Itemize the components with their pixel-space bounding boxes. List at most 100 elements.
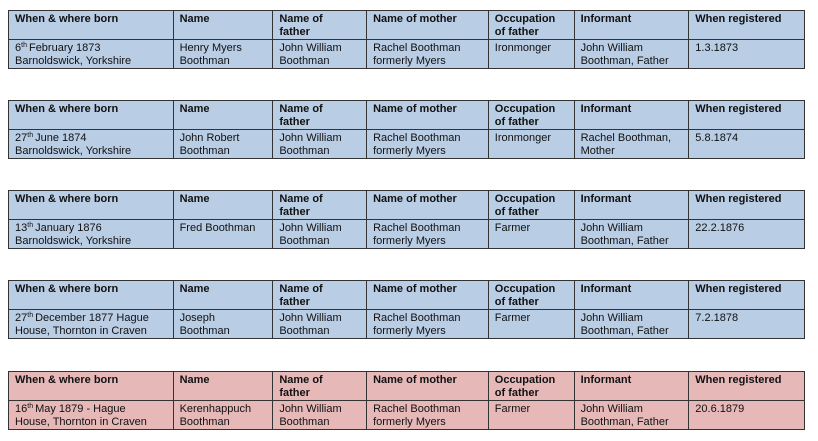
header-text: When & where born <box>15 193 119 205</box>
cell-text: Henry Myers <box>179 42 242 54</box>
header-cell: When registered <box>688 11 804 39</box>
header-cell: Name <box>172 11 273 39</box>
cell-text: formerly Myers <box>373 415 446 428</box>
header-cell: Informant <box>573 281 689 309</box>
header-text: When registered <box>695 13 782 25</box>
born-line: 27th December 1877 Hague <box>15 312 167 325</box>
cell-text: Ironmonger <box>494 132 552 144</box>
born-cell: 13th January 1876 Barnoldswick, Yorkshire <box>9 220 173 248</box>
header-text: Occupation <box>494 103 556 115</box>
register-table: When & where born Name Name of father Name o… <box>8 10 805 69</box>
cell-text: John William <box>279 403 342 415</box>
data-cell: John Robert Boothman <box>172 130 273 158</box>
header-text: father <box>279 205 310 218</box>
header-row: When & where born Name Name of father Name o… <box>9 191 804 219</box>
date-text: January 1876 <box>35 222 102 234</box>
header-cell: When registered <box>688 281 804 309</box>
register-table: When & where born Name Name of father Name o… <box>8 190 805 249</box>
day: 6 <box>15 42 22 54</box>
header-row: When & where born Name Name of father Name o… <box>9 101 804 129</box>
data-cell: Fred Boothman <box>172 220 273 248</box>
data-cell: Rachel Boothman, Mother <box>573 130 689 158</box>
data-cell: Henry Myers Boothman <box>172 40 273 68</box>
cell-text: Rachel Boothman, <box>580 132 672 144</box>
cell-text: Boothman <box>279 144 330 157</box>
cell-text: Kerenhappuch <box>179 403 252 415</box>
header-text: Name of <box>279 193 323 205</box>
header-cell: Name of mother <box>366 101 488 129</box>
data-row: 16th May 1879 - Hague House, Thornton in C… <box>9 400 804 429</box>
header-cell: When & where born <box>9 11 173 39</box>
data-cell: 1.3.1873 <box>688 40 804 68</box>
header-cell: Occupation of father <box>487 281 574 309</box>
header-cell: Name of father <box>272 11 366 39</box>
header-row: When & where born Name Name of father Name o… <box>9 281 804 309</box>
cell-text: Boothman, Father <box>580 415 669 428</box>
day-suffix: th <box>27 403 34 410</box>
data-cell: John William Boothman <box>272 130 366 158</box>
cell-text: Fred Boothman <box>179 222 256 234</box>
cell-text: 7.2.1878 <box>695 312 739 324</box>
day-suffix: th <box>27 312 34 319</box>
day: 13 <box>15 222 28 234</box>
data-cell: John William Boothman, Father <box>573 40 689 68</box>
data-cell: Ironmonger <box>487 40 574 68</box>
header-text: Informant <box>580 13 632 25</box>
date-text: February 1873 <box>28 42 101 54</box>
date-text: December 1877 Hague <box>35 312 149 324</box>
header-cell: Name <box>172 372 273 400</box>
cell-text: John William <box>580 403 643 415</box>
header-cell: Name <box>172 281 273 309</box>
header-text: When & where born <box>15 283 119 295</box>
header-text: father <box>279 386 310 399</box>
data-cell: John William Boothman, Father <box>573 310 689 338</box>
header-cell: Name of mother <box>366 191 488 219</box>
header-cell: Occupation of father <box>487 191 574 219</box>
data-cell: Farmer <box>487 220 574 248</box>
header-text: Occupation <box>494 13 556 25</box>
data-cell: John William Boothman <box>272 40 366 68</box>
cell-text: Rachel Boothman <box>373 403 461 415</box>
header-text: Name of mother <box>373 283 457 295</box>
cell-text: Boothman, Father <box>580 234 669 247</box>
header-text: Name of <box>279 103 323 115</box>
data-cell: Rachel Boothman formerly Myers <box>366 220 488 248</box>
cell-text: John William <box>279 132 342 144</box>
header-cell: Occupation of father <box>487 372 574 400</box>
data-cell: Rachel Boothman formerly Myers <box>366 310 488 338</box>
header-text: Informant <box>580 374 632 386</box>
cell-text: Boothman <box>179 54 230 67</box>
cell-text: John William <box>580 42 643 54</box>
header-text: of father <box>494 295 539 308</box>
header-text: Name of <box>279 283 323 295</box>
data-cell: Joseph Boothman <box>172 310 273 338</box>
cell-text: Joseph <box>179 312 216 324</box>
day-suffix: th <box>27 132 34 139</box>
header-text: father <box>279 25 310 38</box>
header-cell: Name of mother <box>366 11 488 39</box>
cell-text: John William <box>580 312 643 324</box>
data-cell: Rachel Boothman formerly Myers <box>366 130 488 158</box>
header-text: of father <box>494 25 539 38</box>
header-cell: Name of father <box>272 191 366 219</box>
header-cell: Name of mother <box>366 372 488 400</box>
header-cell: When registered <box>688 372 804 400</box>
born-line: 13th January 1876 <box>15 222 167 235</box>
header-text: of father <box>494 386 539 399</box>
data-cell: John William Boothman <box>272 220 366 248</box>
register-table: When & where born Name Name of father Name o… <box>8 371 805 430</box>
data-cell: John William Boothman, Father <box>573 220 689 248</box>
header-cell: When registered <box>688 101 804 129</box>
cell-text: 5.8.1874 <box>695 132 739 144</box>
header-text: When & where born <box>15 374 119 386</box>
cell-text: Boothman <box>179 415 230 428</box>
header-text: Name <box>179 374 210 386</box>
place-text: Barnoldswick, Yorkshire <box>15 54 132 67</box>
cell-text: John William <box>580 222 643 234</box>
date-text: May 1879 - Hague <box>35 403 126 415</box>
data-cell: John William Boothman <box>272 401 366 429</box>
day: 16 <box>15 403 28 415</box>
header-text: When & where born <box>15 13 119 25</box>
cell-text: Farmer <box>494 312 531 324</box>
data-cell: Kerenhappuch Boothman <box>172 401 273 429</box>
